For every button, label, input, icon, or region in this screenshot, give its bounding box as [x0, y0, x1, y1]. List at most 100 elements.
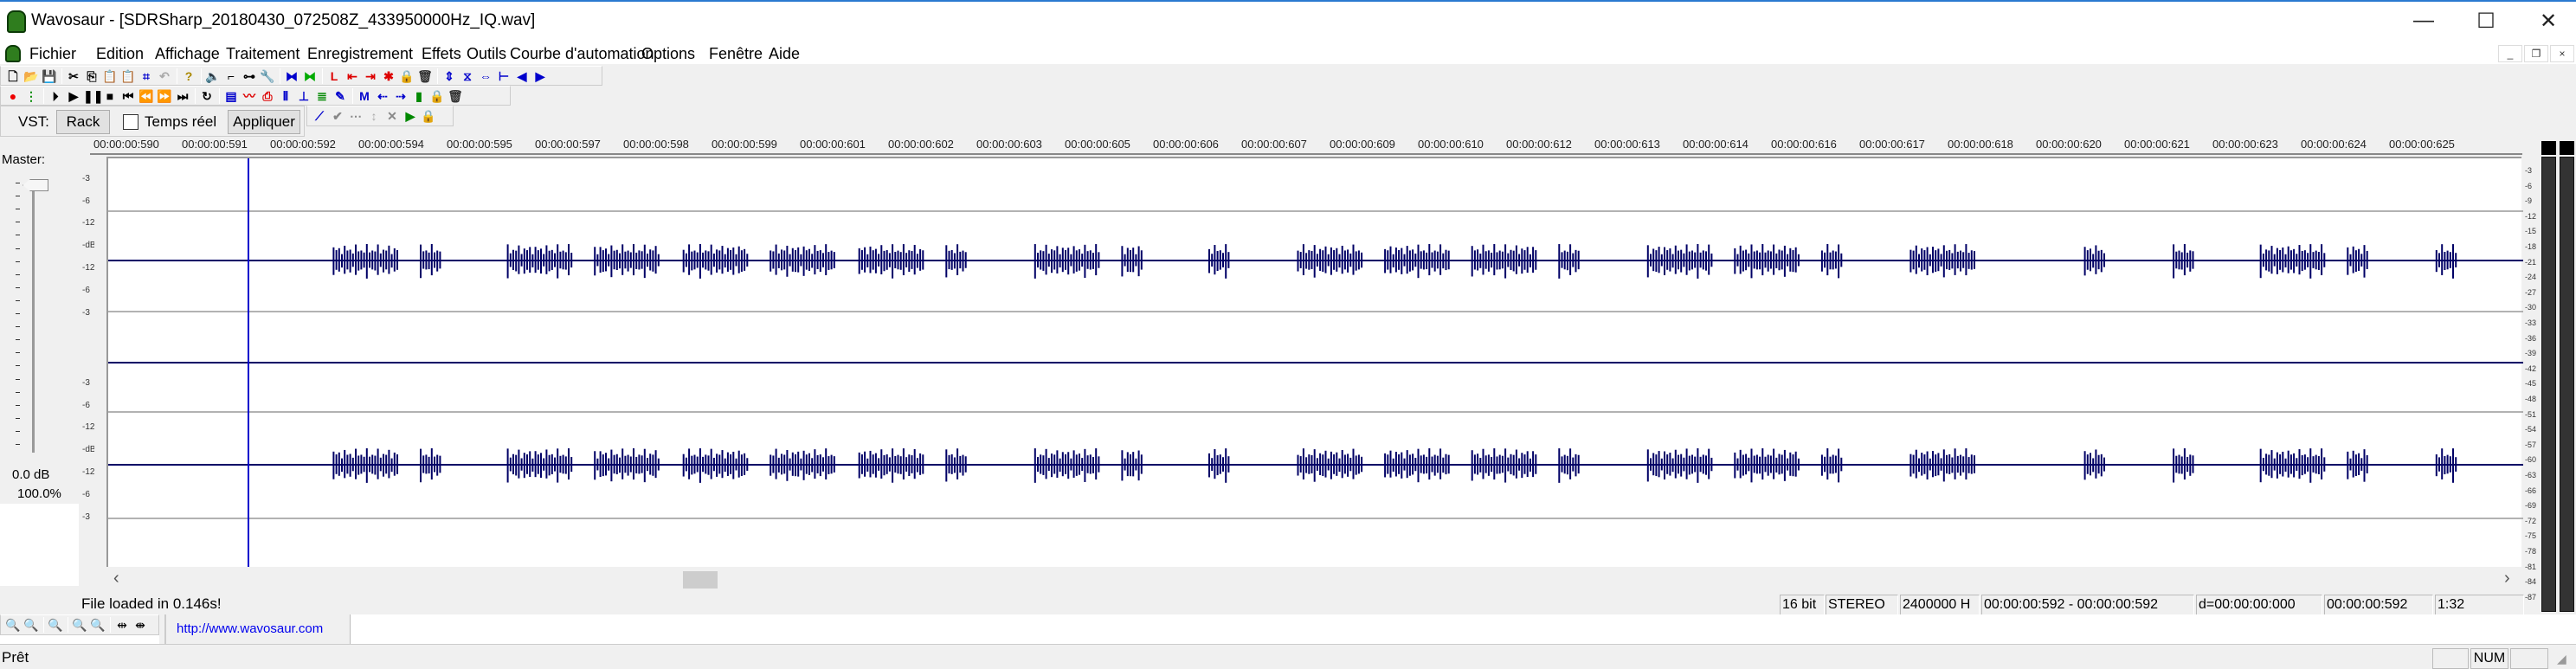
marker-m-icon[interactable]: M [359, 88, 370, 103]
menu-outils[interactable]: Outils [467, 45, 507, 62]
trash-icon[interactable]: 🗑 [417, 68, 433, 83]
pdf-icon[interactable]: ⎙ [262, 88, 273, 103]
ruler-label: 00:00:00:620 [2036, 138, 2102, 151]
waveform-view[interactable] [106, 157, 2523, 569]
marker-link-icon[interactable]: ⌐ [227, 68, 235, 83]
zoom-out-icon[interactable]: 🔍 [23, 618, 39, 632]
new-file-icon[interactable]: 🗋 [8, 68, 18, 83]
speaker-icon[interactable]: 🔈 [205, 68, 221, 83]
loop-icon[interactable]: ↻ [202, 88, 212, 103]
time-ruler[interactable]: 00:00:00:590 00:00:00:591 00:00:00:592 00:0… [90, 138, 2522, 155]
menu-effets[interactable]: Effets [422, 45, 461, 62]
delete-markers-icon[interactable]: ✱ [383, 68, 394, 83]
db-scale-label: -87 [2525, 592, 2537, 601]
wave-normalize-icon[interactable]: ⧓ [304, 68, 316, 83]
fast-forward-icon[interactable]: ⏩ [157, 88, 172, 103]
menu-courbe-d-automation[interactable]: Courbe d'automation [510, 45, 654, 62]
close-button[interactable]: ✕ [2539, 10, 2558, 33]
go-start-icon[interactable]: ⏮ [122, 88, 134, 103]
menu-enregistrement[interactable]: Enregistrement [307, 45, 414, 62]
go-left-red-icon[interactable]: ⇤ [347, 68, 357, 83]
updown-icon[interactable]: ↕ [370, 109, 377, 123]
scroll-left-icon[interactable]: ‹ [113, 569, 119, 588]
expand-icon[interactable]: ⇔ [480, 68, 492, 83]
stop-icon[interactable]: ■ [106, 88, 114, 103]
trash-icon[interactable]: 🗑 [448, 88, 463, 103]
mdi-minimize-button[interactable]: _ [2498, 45, 2522, 62]
check-icon[interactable]: ✔ [332, 109, 343, 123]
dots-icon[interactable]: ⋯ [350, 109, 362, 123]
menu-fenêtre[interactable]: Fenêtre [709, 45, 763, 62]
paste-icon[interactable]: 📋 [102, 68, 118, 83]
open-file-icon[interactable]: 📂 [23, 68, 39, 83]
scroll-right-icon[interactable]: › [2504, 569, 2510, 588]
waveform-canvas[interactable] [108, 158, 2523, 569]
pause-icon[interactable]: ❚❚ [83, 88, 104, 103]
wrench-icon[interactable]: 🔧 [260, 68, 275, 83]
fit-view-icon[interactable]: ⇕ [444, 68, 454, 83]
curve-icon[interactable]: ⟋ [315, 109, 324, 123]
master-slider-track[interactable] [32, 188, 35, 453]
select-range-icon[interactable]: ⊢ [498, 68, 510, 83]
help-icon[interactable]: ? [184, 68, 193, 83]
horizontal-scrollbar[interactable]: ‹ › [106, 567, 2521, 591]
mdi-restore-button[interactable]: ❐ [2524, 45, 2548, 62]
menu-edition[interactable]: Edition [96, 45, 145, 62]
delete-icon[interactable]: ✕ [387, 109, 397, 123]
play-icon[interactable]: ▶ [68, 88, 79, 103]
menu-traitement[interactable]: Traitement [226, 45, 300, 62]
lock-icon[interactable]: 🔒 [421, 109, 436, 123]
record-icon[interactable]: ● [9, 88, 17, 103]
paste-mix-icon[interactable]: 📋 [120, 68, 136, 83]
waveform-split-icon[interactable]: ⦀ [282, 88, 289, 103]
menu-affichage[interactable]: Affichage [155, 45, 220, 62]
next-blue-icon[interactable]: ▶ [535, 68, 545, 83]
maximize-button[interactable]: ☐ [2476, 10, 2496, 33]
lock-icon[interactable]: 🔒 [429, 88, 445, 103]
zoom-in-icon[interactable]: 🔍 [5, 618, 21, 632]
zoom-half-icon[interactable]: ⇼ [135, 618, 145, 632]
prev-blue-icon[interactable]: ◀ [517, 68, 527, 83]
copy-icon[interactable]: ⎘ [87, 68, 97, 83]
rack-button[interactable]: Rack [56, 110, 110, 134]
vu-meter-icon[interactable]: ⋮ [25, 88, 37, 103]
spectrum-icon[interactable]: 〰 [243, 88, 255, 103]
bpm-icon[interactable]: ≣ [317, 88, 327, 103]
zoom-in-vertical-icon[interactable]: 🔍 [72, 618, 87, 632]
cut-icon[interactable]: ✂ [68, 68, 79, 83]
resize-grip-icon[interactable]: ◢ [2557, 652, 2566, 666]
marker-left-icon[interactable]: ⇠ [377, 88, 388, 103]
go-right-red-icon[interactable]: ⇥ [365, 68, 376, 83]
envelope-icon[interactable]: ⊥ [298, 88, 310, 103]
menu-fichier[interactable]: Fichier [29, 45, 77, 62]
zoom-selection-icon[interactable]: 🔍 [48, 618, 63, 632]
zoom-out-vertical-icon[interactable]: 🔍 [90, 618, 106, 632]
play-from-icon[interactable]: ⏵ [52, 88, 59, 103]
mdi-close-button[interactable]: × [2550, 45, 2574, 62]
marker-split-icon[interactable]: ⊶ [243, 68, 255, 83]
crop-icon[interactable]: ⌗ [143, 68, 150, 83]
marker-select-icon[interactable]: ▮ [415, 88, 422, 103]
wave-select-icon[interactable]: ⧓ [286, 68, 298, 83]
marker-right-icon[interactable]: ⇢ [396, 88, 406, 103]
batch-icon[interactable]: ▤ [225, 88, 237, 103]
play-box-icon[interactable]: ▶ [405, 109, 415, 123]
undo-icon[interactable]: ↶ [159, 68, 170, 83]
zoom-x2-icon[interactable]: ⇹ [117, 618, 127, 632]
save-icon[interactable]: 💾 [42, 68, 57, 83]
rewind-icon[interactable]: ⏪ [138, 88, 154, 103]
zoom-wave-icon[interactable]: ⧖ [463, 68, 472, 83]
go-end-icon[interactable]: ⏭ [177, 88, 189, 103]
minimize-button[interactable]: — [2413, 9, 2434, 32]
lock-icon[interactable]: 🔒 [399, 68, 415, 83]
scrollbar-thumb[interactable] [683, 571, 718, 589]
realtime-checkbox[interactable] [123, 114, 138, 130]
menu-aide[interactable]: Aide [769, 45, 801, 62]
loop-marker-icon[interactable]: L [330, 68, 338, 83]
menu-options[interactable]: Options [641, 45, 696, 62]
master-slider-thumb[interactable] [23, 179, 48, 191]
apply-button[interactable]: Appliquer [228, 110, 300, 134]
pencil-icon[interactable]: ✎ [335, 88, 345, 103]
document-icon[interactable] [5, 45, 21, 62]
website-link[interactable]: http://www.wavosaur.com [177, 621, 324, 636]
